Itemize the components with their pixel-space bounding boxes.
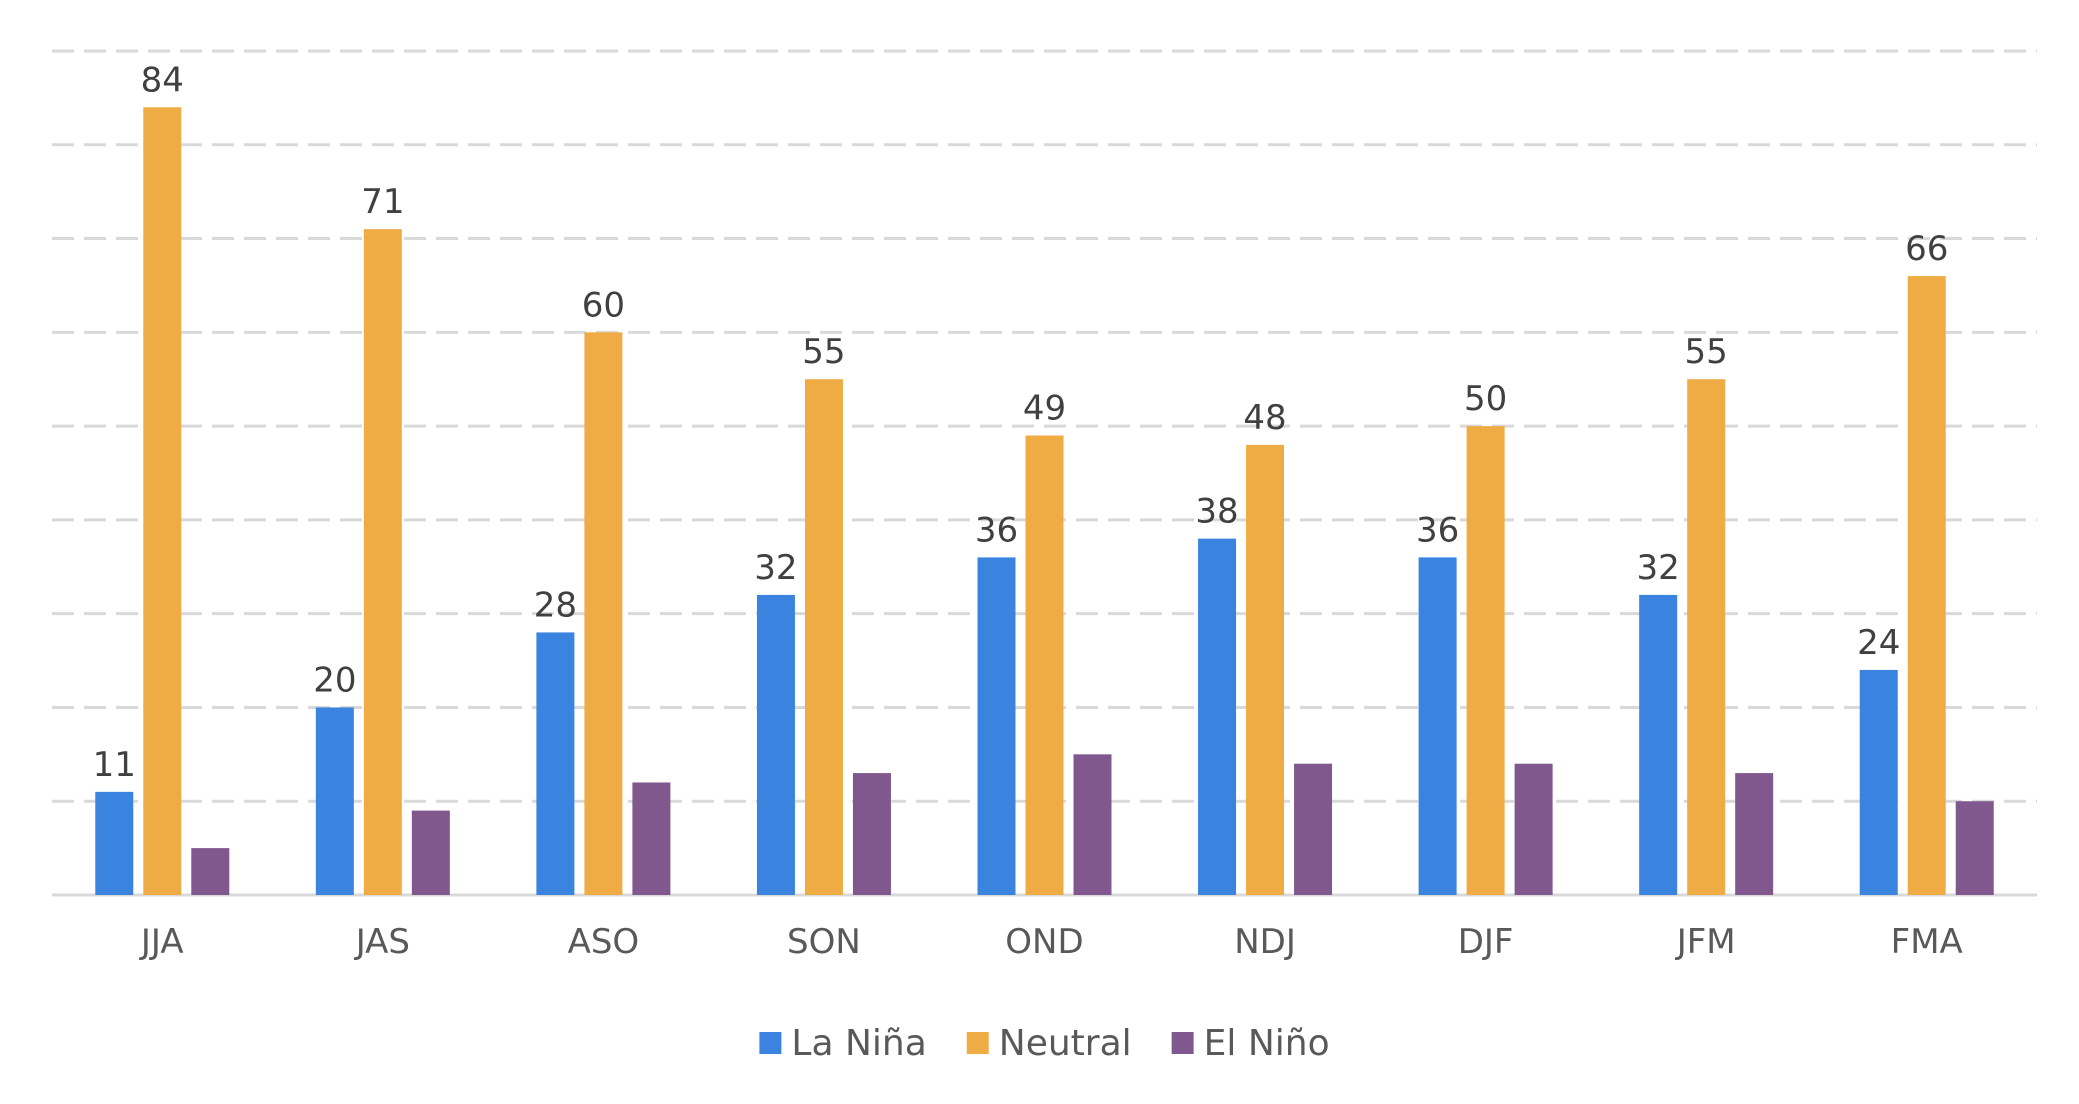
- bar-neutral-son: [804, 379, 843, 895]
- data-label-neutral-djf: 50: [1464, 379, 1507, 419]
- bar-la-ni-a-ond: [977, 557, 1016, 895]
- data-label-la-ni-a-jfm: 32: [1637, 548, 1680, 588]
- bar-la-ni-a-son: [756, 594, 795, 895]
- bar-la-ni-a-djf: [1418, 557, 1457, 895]
- bar-el-ni-o-aso: [632, 782, 671, 895]
- bar-la-ni-a-jfm: [1639, 594, 1678, 895]
- bar-el-ni-o-son: [852, 773, 891, 895]
- x-axis-tick-labels: JJA JAS ASO SON OND NDJ DJF JFM FMA: [139, 922, 1963, 962]
- bar-neutral-djf: [1466, 426, 1505, 895]
- bar-neutral-fma: [1907, 276, 1946, 896]
- data-label-la-ni-a-jja: 11: [93, 745, 136, 785]
- data-label-neutral-fma: 66: [1905, 229, 1948, 269]
- legend-label-neutral: Neutral: [999, 1023, 1132, 1064]
- bar-la-ni-a-ndj: [1198, 538, 1237, 895]
- bar-neutral-ndj: [1246, 444, 1285, 895]
- bar-el-ni-o-jfm: [1735, 773, 1774, 895]
- bars: [95, 107, 1994, 896]
- bar-neutral-aso: [584, 332, 623, 895]
- legend-label-la-ni-a: La Niña: [791, 1023, 926, 1064]
- legend-label-el-ni-o: El Niño: [1204, 1023, 1330, 1064]
- legend-swatch-neutral: [966, 1032, 989, 1054]
- legend-swatch-el-ni-o: [1171, 1032, 1194, 1054]
- data-label-neutral-ond: 49: [1023, 388, 1066, 428]
- bar-el-ni-o-ndj: [1294, 763, 1333, 895]
- data-label-neutral-ndj: 48: [1243, 398, 1286, 438]
- bar-el-ni-o-ond: [1073, 754, 1112, 895]
- legend: La Niña Neutral El Niño: [759, 1023, 1330, 1064]
- data-label-la-ni-a-fma: 24: [1857, 623, 1900, 663]
- bar-la-ni-a-aso: [536, 632, 575, 895]
- bar-el-ni-o-jja: [191, 848, 230, 895]
- x-tick-label-son: SON: [787, 922, 861, 962]
- x-tick-label-ndj: NDJ: [1234, 922, 1296, 962]
- data-label-la-ni-a-ond: 36: [975, 510, 1018, 550]
- bar-el-ni-o-jas: [411, 810, 450, 895]
- bar-neutral-ond: [1025, 435, 1064, 895]
- x-tick-label-ond: OND: [1005, 922, 1083, 962]
- data-label-la-ni-a-djf: 36: [1416, 510, 1459, 550]
- data-label-neutral-son: 55: [802, 332, 845, 372]
- bar-la-ni-a-jja: [95, 791, 134, 895]
- bar-neutral-jfm: [1687, 379, 1726, 895]
- bar-la-ni-a-jas: [315, 707, 354, 895]
- bar-la-ni-a-fma: [1859, 669, 1898, 895]
- x-tick-label-jja: JJA: [139, 922, 184, 962]
- data-label-la-ni-a-aso: 28: [534, 585, 577, 625]
- x-tick-label-jfm: JFM: [1675, 922, 1736, 962]
- data-label-neutral-jfm: 55: [1685, 332, 1728, 372]
- legend-swatch-la-ni-a: [759, 1032, 782, 1054]
- data-label-la-ni-a-son: 32: [754, 548, 797, 588]
- x-tick-label-aso: ASO: [568, 922, 640, 962]
- x-tick-label-djf: DJF: [1458, 922, 1514, 962]
- data-labels: 11 84 20 71 28 60 32 55 36 49 38 48 36 50 32 55 24 66: [93, 60, 1949, 785]
- data-label-la-ni-a-jas: 20: [313, 660, 356, 700]
- data-label-neutral-jja: 84: [141, 60, 184, 100]
- data-label-neutral-aso: 60: [582, 285, 625, 325]
- x-tick-label-jas: JAS: [354, 922, 410, 962]
- bar-el-ni-o-djf: [1514, 763, 1553, 895]
- data-label-neutral-jas: 71: [361, 182, 404, 222]
- data-label-la-ni-a-ndj: 38: [1195, 492, 1238, 532]
- x-tick-label-fma: FMA: [1891, 922, 1963, 962]
- bar-neutral-jas: [363, 229, 402, 895]
- bar-el-ni-o-fma: [1955, 801, 1994, 895]
- bar-neutral-jja: [143, 107, 182, 896]
